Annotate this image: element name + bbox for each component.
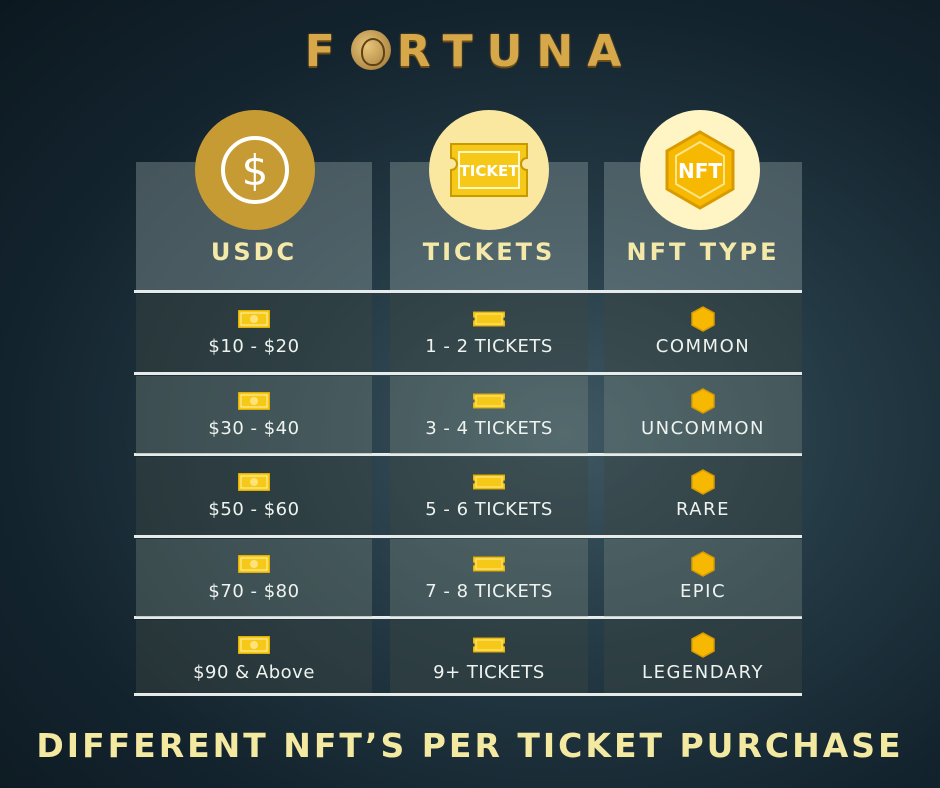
nft-badge-icon: NFT	[640, 110, 760, 230]
header-tickets-label: TICKETS	[422, 238, 556, 266]
ticket-count: 9+ TICKETS	[433, 662, 545, 683]
table-cell-nft: LEGENDARY	[604, 620, 802, 693]
table-cell-usdc: $70 - $80	[136, 539, 372, 617]
logo-letter-f: F	[304, 26, 349, 77]
header-usdc-label: USDC	[210, 238, 298, 266]
ticket-icon	[473, 474, 505, 490]
table-cell-tickets: 5 - 6 TICKETS	[390, 457, 588, 535]
table-cell-nft: EPIC	[604, 539, 802, 617]
ticket-icon	[473, 311, 505, 327]
svg-text:TICKET: TICKET	[460, 162, 520, 180]
table-cell-tickets: 3 - 4 TICKETS	[390, 376, 588, 454]
nft-rarity: EPIC	[679, 581, 727, 602]
header-nft-type-label: NFT TYPE	[626, 238, 780, 266]
nft-rarity: UNCOMMON	[640, 418, 766, 439]
usdc-range: $70 - $80	[208, 581, 300, 602]
nft-rarity: COMMON	[655, 336, 751, 357]
svg-text:NFT: NFT	[678, 159, 722, 183]
table-cell-usdc: $50 - $60	[136, 457, 372, 535]
row-divider	[134, 453, 802, 456]
ticket-icon	[473, 637, 505, 653]
usdc-range: $30 - $40	[208, 418, 300, 439]
nft-badge-icon	[691, 469, 715, 495]
table-cell-nft: COMMON	[604, 294, 802, 372]
ticket-count: 3 - 4 TICKETS	[425, 418, 553, 439]
ticket-icon	[473, 556, 505, 572]
row-divider	[134, 693, 802, 696]
ticket-icon: TICKET	[429, 110, 549, 230]
dollar-bill-icon	[238, 310, 270, 328]
table-cell-tickets: 7 - 8 TICKETS	[390, 539, 588, 617]
row-divider	[134, 616, 802, 619]
table-cell-nft: UNCOMMON	[604, 376, 802, 454]
nft-badge-icon	[691, 388, 715, 414]
table-cell-usdc: $30 - $40	[136, 376, 372, 454]
dollar-coin-icon: $	[195, 110, 315, 230]
nft-rarity: RARE	[676, 499, 730, 520]
usdc-range: $10 - $20	[208, 336, 300, 357]
table-cell-nft: RARE	[604, 457, 802, 535]
nft-badge-icon	[691, 632, 715, 658]
header-tickets: TICKETS	[390, 162, 588, 290]
row-divider	[134, 372, 802, 375]
footer-tagline: DIFFERENT NFT’S PER TICKET PURCHASE	[36, 726, 904, 765]
nft-badge-icon	[691, 306, 715, 332]
nft-badge-icon	[691, 551, 715, 577]
dollar-bill-icon	[238, 392, 270, 410]
logo-letters-rest: RTUNA	[396, 26, 636, 77]
dollar-bill-icon	[238, 473, 270, 491]
ticket-count: 1 - 2 TICKETS	[425, 336, 553, 357]
ticket-icon	[473, 393, 505, 409]
table-cell-tickets: 1 - 2 TICKETS	[390, 294, 588, 372]
dollar-bill-icon	[238, 636, 270, 654]
row-divider	[134, 535, 802, 538]
dollar-bill-icon	[238, 555, 270, 573]
svg-text:$: $	[242, 146, 269, 195]
usdc-range: $90 & Above	[193, 662, 315, 683]
usdc-range: $50 - $60	[208, 499, 300, 520]
table-cell-usdc: $10 - $20	[136, 294, 372, 372]
ticket-count: 5 - 6 TICKETS	[425, 499, 553, 520]
table-cell-usdc: $90 & Above	[136, 620, 372, 693]
goddess-medallion-icon	[350, 30, 391, 70]
ticket-count: 7 - 8 TICKETS	[425, 581, 553, 602]
nft-rarity: LEGENDARY	[642, 662, 764, 683]
fortuna-logo: F RTUNA	[0, 26, 940, 77]
table-cell-tickets: 9+ TICKETS	[390, 620, 588, 693]
row-divider	[134, 290, 802, 293]
